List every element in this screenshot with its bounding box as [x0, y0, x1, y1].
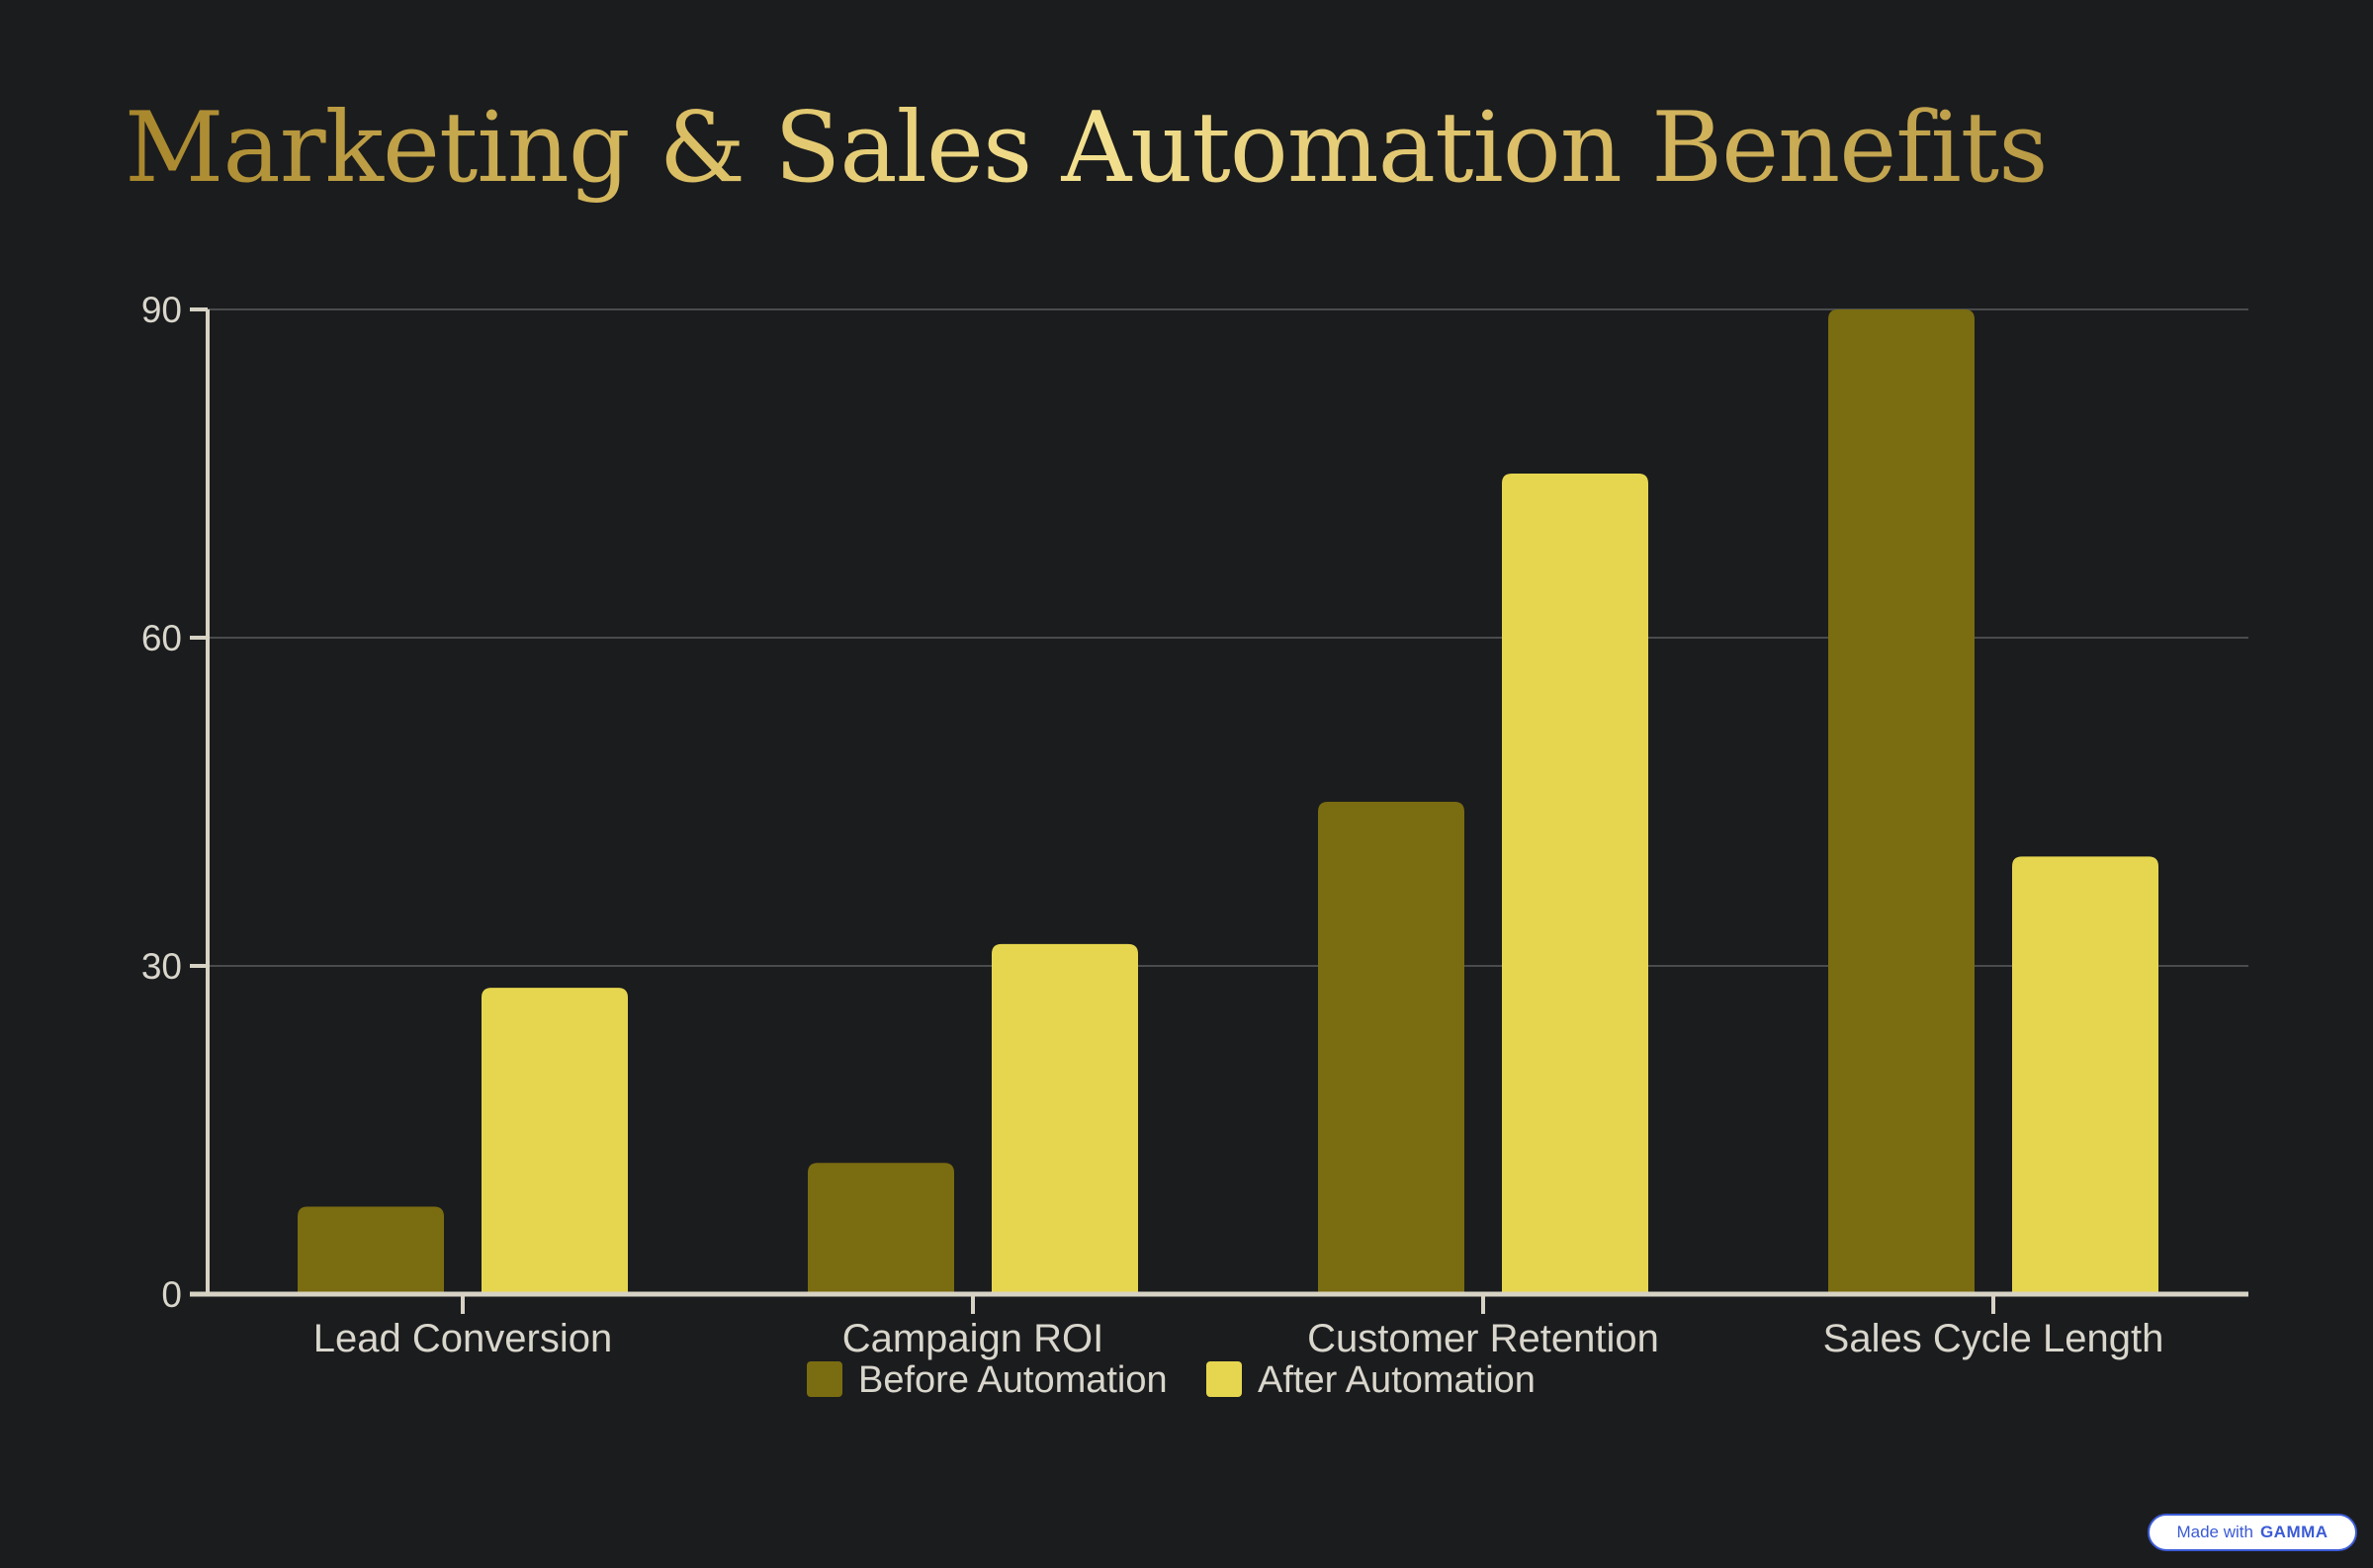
x-tick-label: Customer Retention	[1307, 1317, 1659, 1360]
x-tick-label: Campaign ROI	[842, 1317, 1104, 1360]
bar-after-1	[992, 943, 1138, 1294]
y-tick-label: 60	[141, 618, 182, 658]
y-tick-label: 30	[141, 946, 182, 987]
y-tick-label: 0	[161, 1274, 182, 1315]
legend-label-after: After Automation	[1258, 1359, 1536, 1401]
bars	[298, 309, 2158, 1294]
bar-after-2	[1502, 474, 1648, 1294]
x-tick-label: Sales Cycle Length	[1823, 1317, 2164, 1360]
bar-before-1	[808, 1163, 954, 1294]
made-with-gamma-badge[interactable]: Made with GAMMA	[2148, 1514, 2357, 1551]
axes: 0 30 60 90 Lead Conversion Campaign ROI Custom…	[141, 290, 2248, 1360]
bar-after-0	[482, 988, 628, 1294]
legend: Before Automation After Automation	[807, 1359, 1536, 1401]
y-tick-label: 90	[141, 290, 182, 330]
badge-brand: GAMMA	[2259, 1523, 2329, 1541]
bar-before-2	[1318, 802, 1464, 1294]
legend-label-before: Before Automation	[858, 1359, 1168, 1401]
bar-after-3	[2012, 856, 2158, 1294]
legend-swatch-before	[807, 1361, 842, 1397]
bar-before-3	[1828, 309, 1975, 1294]
x-tick-label: Lead Conversion	[313, 1317, 612, 1360]
bar-before-0	[298, 1206, 444, 1294]
page-title: Marketing & Sales Automation Benefits	[125, 87, 2048, 210]
badge-prefix: Made with	[2176, 1523, 2253, 1541]
legend-swatch-after	[1206, 1361, 1242, 1397]
